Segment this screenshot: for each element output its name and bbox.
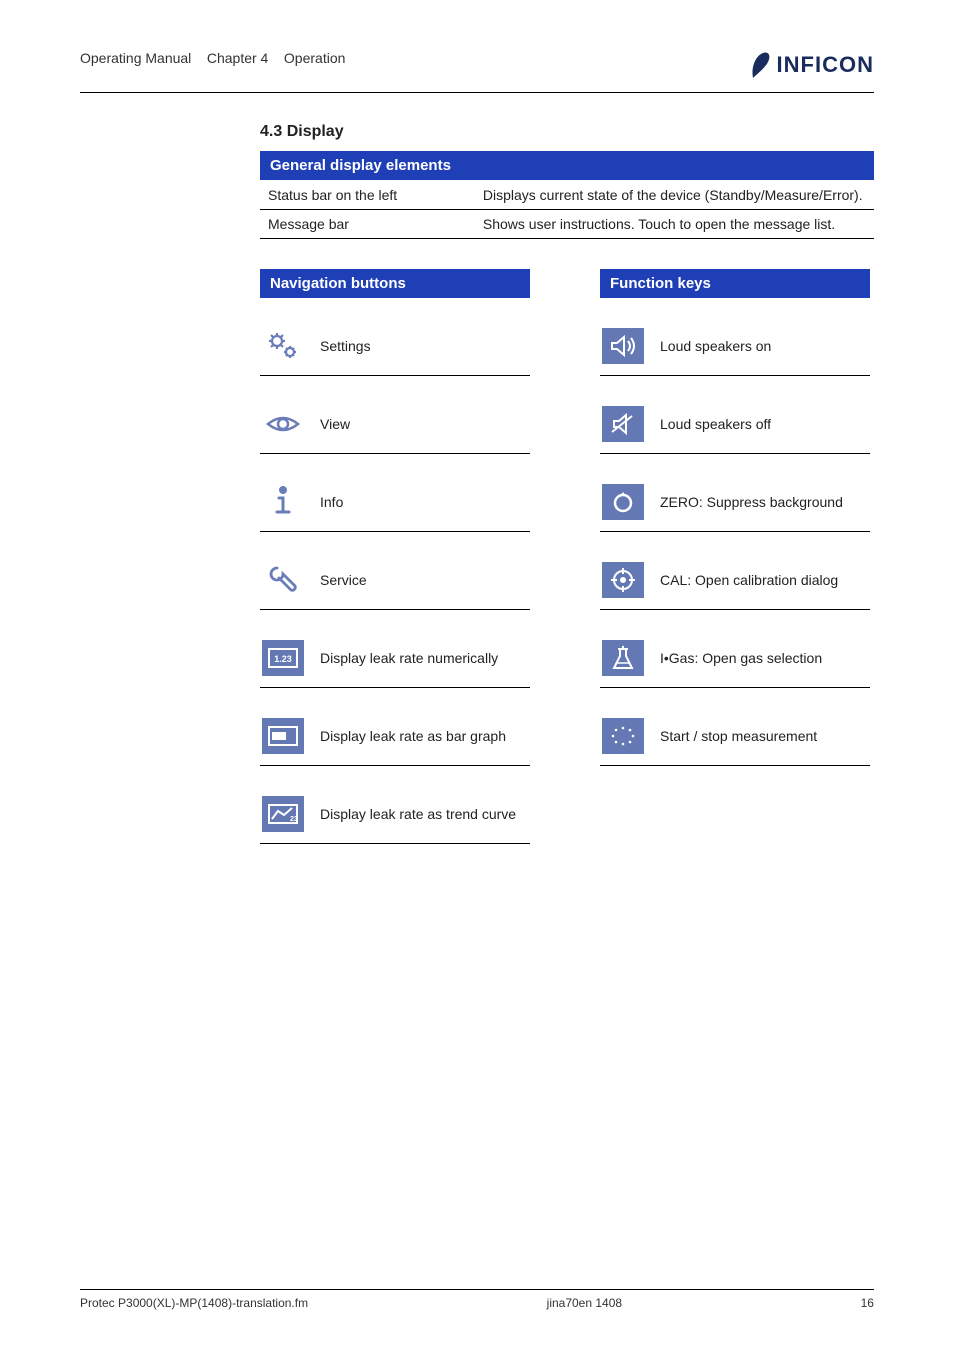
- doc-title: Operating Manual: [80, 50, 191, 66]
- brand-logo: INFICON: [747, 50, 874, 80]
- table-row: Message bar Shows user instructions. Tou…: [260, 210, 874, 239]
- bargraph-icon: [266, 723, 300, 749]
- func-label: ZERO: Suppress background: [660, 494, 843, 510]
- nav-row-info: Info: [260, 474, 530, 532]
- footer-center: jina70en 1408: [547, 1296, 622, 1310]
- info-icon: [263, 482, 303, 522]
- zero-icon: [606, 488, 640, 516]
- nav-row-view: View: [260, 396, 530, 454]
- nav-label: Display leak rate as bar graph: [320, 728, 506, 744]
- start-icon: [606, 722, 640, 750]
- nav-row-settings: Settings: [260, 318, 530, 376]
- func-row-start: Start / stop measurement: [600, 708, 870, 766]
- logo-text: INFICON: [777, 52, 874, 78]
- func-label: I•Gas: Open gas selection: [660, 650, 822, 666]
- func-row-speaker-on: Loud speakers on: [600, 318, 870, 376]
- nav-label: Service: [320, 572, 367, 588]
- general-band: General display elements: [260, 151, 874, 180]
- numeric-icon: 1.23: [266, 645, 300, 671]
- cal-icon: [606, 566, 640, 594]
- footer-right: 16: [861, 1296, 874, 1310]
- chapter-title: Operation: [284, 50, 345, 66]
- table-cell: Message bar: [260, 210, 475, 239]
- nav-label: Display leak rate numerically: [320, 650, 498, 666]
- table-cell: Status bar on the left: [260, 181, 475, 210]
- func-label: Loud speakers on: [660, 338, 771, 354]
- nav-row-trend: 23 Display leak rate as trend curve: [260, 786, 530, 844]
- func-band: Function keys: [600, 269, 870, 298]
- func-label: CAL: Open calibration dialog: [660, 572, 838, 588]
- nav-label: Display leak rate as trend curve: [320, 806, 516, 822]
- service-icon: [263, 560, 303, 600]
- nav-buttons-column: Navigation buttons Settings: [260, 269, 530, 864]
- igas-icon: [606, 644, 640, 672]
- footer-left: Protec P3000(XL)-MP(1408)-translation.fm: [80, 1296, 308, 1310]
- page-footer: Protec P3000(XL)-MP(1408)-translation.fm…: [80, 1289, 874, 1310]
- nav-row-service: Service: [260, 552, 530, 610]
- logo-mark-icon: [747, 50, 773, 80]
- table-cell: Shows user instructions. Touch to open t…: [475, 210, 874, 239]
- nav-label: Settings: [320, 338, 371, 354]
- func-row-igas: I•Gas: Open gas selection: [600, 630, 870, 688]
- nav-row-bargraph: Display leak rate as bar graph: [260, 708, 530, 766]
- func-row-cal: CAL: Open calibration dialog: [600, 552, 870, 610]
- table-row: Status bar on the left Displays current …: [260, 181, 874, 210]
- speaker-off-icon: [606, 410, 640, 438]
- func-label: Loud speakers off: [660, 416, 771, 432]
- settings-icon: [263, 328, 303, 364]
- nav-label: View: [320, 416, 350, 432]
- chapter-number: Chapter 4: [207, 50, 268, 66]
- view-icon: [263, 406, 303, 442]
- func-row-speaker-off: Loud speakers off: [600, 396, 870, 454]
- svg-text:1.23: 1.23: [274, 654, 292, 664]
- trend-icon: 23: [266, 801, 300, 827]
- nav-label: Info: [320, 494, 343, 510]
- function-keys-column: Function keys Loud speakers on: [600, 269, 870, 864]
- header-divider: [80, 92, 874, 93]
- svg-text:23: 23: [290, 816, 298, 823]
- func-row-zero: ZERO: Suppress background: [600, 474, 870, 532]
- general-table: Status bar on the left Displays current …: [260, 181, 874, 239]
- nav-row-numeric: 1.23 Display leak rate numerically: [260, 630, 530, 688]
- section-heading: 4.3 Display: [260, 123, 874, 141]
- func-label: Start / stop measurement: [660, 728, 817, 744]
- nav-band: Navigation buttons: [260, 269, 530, 298]
- speaker-on-icon: [606, 332, 640, 360]
- table-cell: Displays current state of the device (St…: [475, 181, 874, 210]
